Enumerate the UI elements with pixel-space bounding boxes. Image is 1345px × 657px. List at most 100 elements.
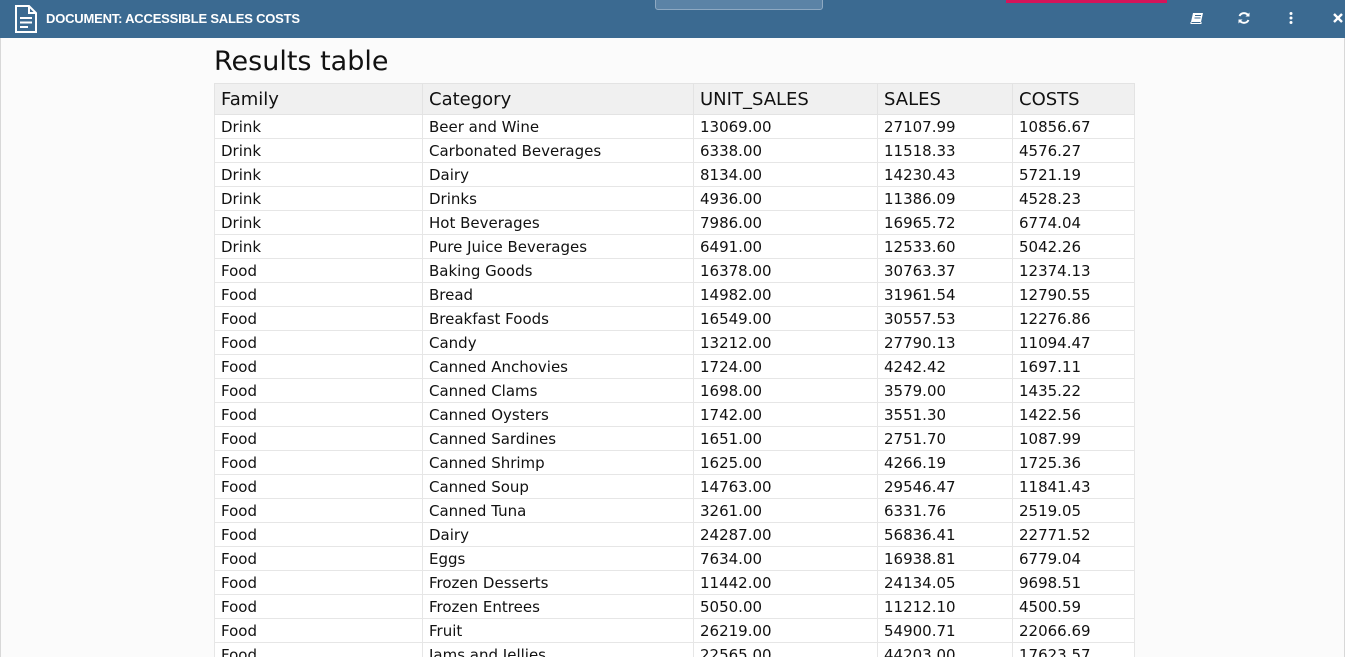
table-row: Food Candy 13212.00 27790.13 11094.47	[214, 330, 1135, 355]
family-cell: Food	[214, 498, 423, 523]
table-row: Drink Beer and Wine 13069.00 27107.99 10856.…	[214, 114, 1135, 139]
table-row: Food Canned Oysters 1742.00 3551.30 1422.56	[214, 402, 1135, 427]
category-cell: Dairy	[422, 162, 694, 187]
family-cell: Food	[214, 306, 423, 331]
costs-cell: 1435.22	[1012, 378, 1135, 403]
page-title: Results table	[214, 46, 389, 77]
table-row: Food Canned Soup 14763.00 29546.47 11841.43	[214, 474, 1135, 499]
more-vertical-icon[interactable]	[1282, 9, 1300, 27]
costs-cell: 11094.47	[1012, 330, 1135, 355]
costs-cell: 22066.69	[1012, 618, 1135, 643]
unit-sales-cell: 14763.00	[693, 474, 878, 499]
sales-cell: 11386.09	[877, 186, 1013, 211]
close-icon[interactable]	[1329, 9, 1345, 27]
costs-cell: 2519.05	[1012, 498, 1135, 523]
family-cell: Food	[214, 426, 423, 451]
family-cell: Drink	[214, 186, 423, 211]
category-cell: Hot Beverages	[422, 210, 694, 235]
family-cell: Food	[214, 642, 423, 657]
column-header: UNIT_SALES	[693, 83, 878, 115]
unit-sales-cell: 6491.00	[693, 234, 878, 259]
costs-cell: 4528.23	[1012, 186, 1135, 211]
costs-cell: 5042.26	[1012, 234, 1135, 259]
table-row: Food Canned Clams 1698.00 3579.00 1435.22	[214, 378, 1135, 403]
unit-sales-cell: 7986.00	[693, 210, 878, 235]
sales-cell: 56836.41	[877, 522, 1013, 547]
category-cell: Pure Juice Beverages	[422, 234, 694, 259]
sales-cell: 30557.53	[877, 306, 1013, 331]
results-table: Family Category UNIT_SALES SALES COSTS D…	[214, 83, 1135, 657]
sales-cell: 54900.71	[877, 618, 1013, 643]
category-cell: Canned Oysters	[422, 402, 694, 427]
window-title: DOCUMENT: ACCESSIBLE SALES COSTS	[46, 11, 300, 26]
category-cell: Fruit	[422, 618, 694, 643]
sales-cell: 30763.37	[877, 258, 1013, 283]
family-cell: Food	[214, 570, 423, 595]
collapsed-panel-tab[interactable]	[655, 0, 823, 10]
sales-cell: 24134.05	[877, 570, 1013, 595]
unit-sales-cell: 6338.00	[693, 138, 878, 163]
unit-sales-cell: 3261.00	[693, 498, 878, 523]
column-header: Category	[422, 83, 694, 115]
unit-sales-cell: 1724.00	[693, 354, 878, 379]
document-icon	[13, 5, 39, 33]
unit-sales-cell: 14982.00	[693, 282, 878, 307]
table-row: Food Canned Tuna 3261.00 6331.76 2519.05	[214, 498, 1135, 523]
costs-cell: 1087.99	[1012, 426, 1135, 451]
family-cell: Food	[214, 258, 423, 283]
family-cell: Drink	[214, 234, 423, 259]
table-row: Drink Pure Juice Beverages 6491.00 12533.60…	[214, 234, 1135, 259]
category-cell: Dairy	[422, 522, 694, 547]
family-cell: Food	[214, 474, 423, 499]
column-header: Family	[214, 83, 423, 115]
table-row: Drink Carbonated Beverages 6338.00 11518.33…	[214, 138, 1135, 163]
sales-cell: 11518.33	[877, 138, 1013, 163]
table-row: Food Fruit 26219.00 54900.71 22066.69	[214, 618, 1135, 643]
family-cell: Food	[214, 402, 423, 427]
category-cell: Beer and Wine	[422, 114, 694, 139]
family-cell: Food	[214, 378, 423, 403]
family-cell: Food	[214, 522, 423, 547]
table-row: Food Dairy 24287.00 56836.41 22771.52	[214, 522, 1135, 547]
costs-cell: 4500.59	[1012, 594, 1135, 619]
family-cell: Drink	[214, 210, 423, 235]
table-row: Food Baking Goods 16378.00 30763.37 12374.13	[214, 258, 1135, 283]
costs-cell: 10856.67	[1012, 114, 1135, 139]
sales-cell: 6331.76	[877, 498, 1013, 523]
category-cell: Baking Goods	[422, 258, 694, 283]
family-cell: Food	[214, 282, 423, 307]
table-row: Food Canned Shrimp 1625.00 4266.19 1725.36	[214, 450, 1135, 475]
unit-sales-cell: 22565.00	[693, 642, 878, 657]
sales-cell: 3551.30	[877, 402, 1013, 427]
table-row: Food Canned Sardines 1651.00 2751.70 1087.99	[214, 426, 1135, 451]
family-cell: Drink	[214, 138, 423, 163]
costs-cell: 6774.04	[1012, 210, 1135, 235]
unit-sales-cell: 13069.00	[693, 114, 878, 139]
unit-sales-cell: 5050.00	[693, 594, 878, 619]
costs-cell: 22771.52	[1012, 522, 1135, 547]
table-row: Food Bread 14982.00 31961.54 12790.55	[214, 282, 1135, 307]
category-cell: Breakfast Foods	[422, 306, 694, 331]
costs-cell: 5721.19	[1012, 162, 1135, 187]
category-cell: Canned Soup	[422, 474, 694, 499]
family-cell: Food	[214, 450, 423, 475]
costs-cell: 1422.56	[1012, 402, 1135, 427]
category-cell: Candy	[422, 330, 694, 355]
family-cell: Drink	[214, 114, 423, 139]
sales-cell: 29546.47	[877, 474, 1013, 499]
sales-cell: 4266.19	[877, 450, 1013, 475]
table-row: Food Breakfast Foods 16549.00 30557.53 12276…	[214, 306, 1135, 331]
book-icon[interactable]	[1188, 9, 1206, 27]
unit-sales-cell: 11442.00	[693, 570, 878, 595]
table-row: Food Frozen Desserts 11442.00 24134.05 9698.…	[214, 570, 1135, 595]
category-cell: Carbonated Beverages	[422, 138, 694, 163]
unit-sales-cell: 1625.00	[693, 450, 878, 475]
unit-sales-cell: 4936.00	[693, 186, 878, 211]
costs-cell: 12374.13	[1012, 258, 1135, 283]
category-cell: Canned Clams	[422, 378, 694, 403]
category-cell: Jams and Jellies	[422, 642, 694, 657]
costs-cell: 6779.04	[1012, 546, 1135, 571]
unit-sales-cell: 16549.00	[693, 306, 878, 331]
refresh-icon[interactable]	[1235, 9, 1253, 27]
family-cell: Drink	[214, 162, 423, 187]
